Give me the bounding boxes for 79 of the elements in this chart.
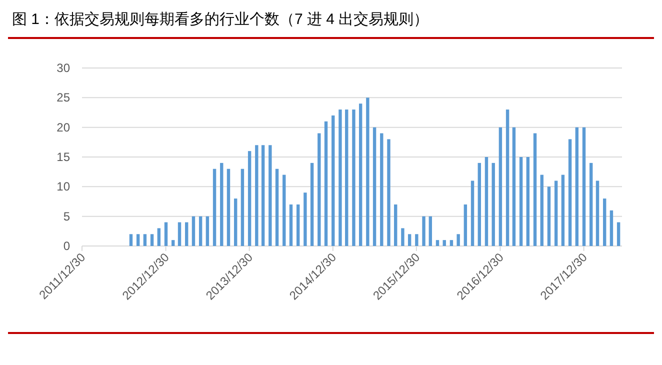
- bar: [150, 234, 154, 246]
- bar: [372, 127, 376, 246]
- bar: [575, 127, 579, 246]
- bar: [345, 110, 348, 246]
- bar: [143, 234, 147, 246]
- bar: [248, 151, 252, 246]
- bar: [282, 174, 286, 246]
- bar: [226, 168, 230, 246]
- y-tick-label: 25: [56, 90, 70, 105]
- bar: [526, 157, 530, 246]
- bar: [484, 157, 488, 246]
- bar: [415, 234, 418, 246]
- bar: [408, 234, 412, 246]
- bar: [296, 204, 300, 246]
- bar: [255, 145, 258, 246]
- bar: [310, 162, 314, 246]
- title: 图 1：依据交易规则每期看多的行业个数（7 进 4 出交易规则）: [12, 11, 429, 28]
- bar: [568, 139, 572, 246]
- bar: [206, 216, 210, 246]
- y-tick-label: 10: [56, 180, 70, 194]
- bar: [304, 192, 307, 246]
- y-tick-label: 30: [56, 61, 70, 75]
- bar: [366, 98, 370, 246]
- bar: [616, 222, 620, 246]
- bar: [561, 174, 565, 246]
- bar: [401, 228, 404, 246]
- bar: [212, 168, 216, 246]
- bar: [394, 204, 398, 246]
- bar: [450, 240, 454, 246]
- bar: [234, 198, 238, 246]
- bar: [318, 133, 321, 246]
- bar: [352, 110, 356, 246]
- bar: [240, 168, 244, 246]
- bar: [387, 139, 390, 246]
- bar: [338, 110, 342, 246]
- bar: [589, 162, 593, 246]
- bar: [492, 162, 495, 246]
- bar: [442, 240, 446, 246]
- bar: [428, 216, 432, 246]
- bar: [275, 168, 279, 246]
- bar: [380, 133, 384, 246]
- bar: [464, 204, 468, 246]
- bar: [136, 234, 140, 246]
- bar: [129, 234, 133, 246]
- bar: [512, 127, 516, 246]
- bar: [261, 145, 265, 246]
- bar: [185, 222, 188, 246]
- y-tick-label: 15: [56, 150, 70, 164]
- y-tick-label: 5: [63, 209, 70, 224]
- bar: [603, 198, 606, 246]
- bar: [358, 104, 362, 246]
- bar: [456, 234, 460, 246]
- bar: [436, 240, 440, 246]
- bar: [289, 204, 293, 246]
- bar: [164, 222, 168, 246]
- y-tick-label: 0: [63, 239, 70, 253]
- bar: [610, 210, 614, 246]
- bar: [157, 228, 161, 246]
- bar: [268, 145, 272, 246]
- bar: [422, 216, 426, 246]
- bar: [519, 157, 523, 246]
- bar: [540, 174, 544, 246]
- bar: [506, 110, 510, 246]
- bar: [324, 121, 328, 246]
- bar: [582, 127, 586, 246]
- bar: [554, 180, 558, 246]
- bar: [178, 222, 182, 246]
- y-tick-label: 20: [56, 120, 70, 134]
- bar: [332, 115, 335, 246]
- bar: [478, 162, 481, 246]
- bar: [547, 186, 551, 246]
- bar: [220, 162, 224, 246]
- bar: [198, 216, 202, 246]
- bar: [596, 180, 600, 246]
- bar: [172, 240, 175, 246]
- bar: [192, 216, 196, 246]
- bar: [470, 180, 474, 246]
- bar: [533, 133, 537, 246]
- bar: [498, 127, 502, 246]
